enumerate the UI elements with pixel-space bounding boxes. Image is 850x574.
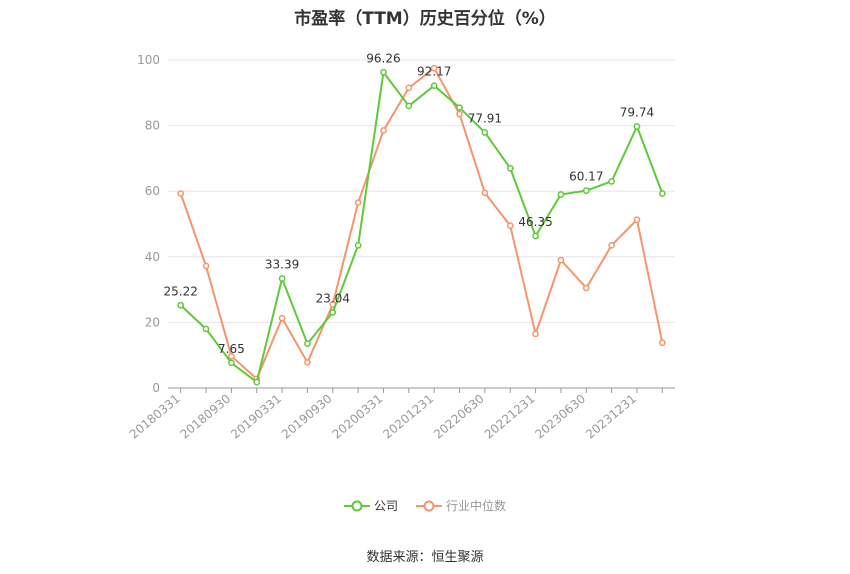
y-axis: 0 20 40 60 80 100	[137, 53, 160, 395]
x-tick-label: 20180930	[178, 392, 234, 442]
company-point	[481, 129, 489, 136]
industry-median-point	[481, 189, 489, 197]
data-label: 77.91	[468, 111, 502, 125]
industry-median-point	[278, 314, 286, 322]
data-label: 46.35	[518, 215, 552, 229]
x-tick-label: 20190331	[228, 392, 284, 442]
industry-median-point	[506, 222, 514, 229]
x-tick-label: 20200331	[330, 392, 386, 442]
company-point	[506, 164, 514, 172]
industry-median-point	[608, 241, 615, 249]
industry-median-point	[582, 284, 590, 292]
industry-median-point	[380, 127, 387, 134]
company-point	[380, 68, 387, 76]
company-line	[179, 71, 664, 384]
legend-line-marker-icon	[416, 500, 442, 511]
legend-item-industry-median[interactable]: 行业中位数	[416, 497, 506, 514]
industry-median-point	[633, 216, 641, 224]
company-point	[532, 232, 539, 240]
industry-median-point	[202, 262, 210, 270]
company-point	[456, 104, 463, 111]
company-point	[582, 187, 590, 194]
legend: 公司 行业中位数	[0, 497, 850, 514]
company-point	[329, 309, 337, 316]
series-layer	[177, 64, 666, 386]
company-point	[405, 102, 413, 110]
company-point	[430, 82, 438, 90]
company-point	[633, 123, 641, 130]
x-tick-label: 20221231	[482, 392, 538, 442]
industry-median-point	[405, 84, 413, 92]
company-point	[228, 359, 235, 367]
legend-item-company[interactable]: 公司	[343, 497, 398, 514]
x-tick-label: 20231231	[583, 392, 639, 442]
x-axis: 2018033120180930201903312019093020200331…	[127, 387, 675, 442]
industry-median-point	[430, 64, 438, 72]
x-tick-label: 20220630	[431, 392, 487, 442]
y-tick-label: 60	[145, 184, 160, 198]
industry-median-point	[557, 256, 565, 264]
legend-label-company: 公司	[373, 499, 398, 513]
data-label: 23.04	[316, 291, 350, 305]
data-label: 96.26	[366, 51, 400, 65]
data-label: 60.17	[569, 170, 603, 184]
legend-line-marker-icon	[343, 500, 370, 511]
x-tick-label: 20201231	[380, 392, 436, 442]
industry-median-point	[228, 352, 235, 360]
company-point	[253, 378, 261, 386]
data-label: 33.39	[265, 257, 299, 271]
y-tick-label: 20	[145, 315, 160, 329]
industry-median-point	[658, 339, 666, 347]
data-label: 92.17	[417, 65, 451, 79]
chart-title: 市盈率（TTM）历史百分位（%）	[294, 9, 556, 29]
industry-median-line	[179, 67, 664, 380]
y-tick-label: 80	[145, 119, 160, 133]
company-point	[354, 241, 362, 249]
industry-median-point	[532, 330, 539, 338]
company-point	[202, 325, 210, 333]
industry-median-point	[354, 199, 362, 207]
x-tick-label: 20190930	[279, 392, 335, 442]
data-source: 数据来源：恒生聚源	[366, 550, 484, 565]
industry-median-point	[177, 190, 185, 197]
company-point	[304, 340, 311, 348]
industry-median-point	[456, 110, 463, 118]
company-point	[608, 178, 615, 185]
gridlines	[168, 59, 675, 323]
company-point	[278, 275, 286, 282]
industry-median-point	[304, 359, 311, 366]
company-point	[557, 191, 565, 198]
line-chart: 0 20 40 60 80 100 201803312018093020190331201…	[127, 51, 675, 442]
y-tick-label: 100	[137, 53, 160, 67]
data-label: 79.74	[620, 105, 654, 119]
data-label: 25.22	[163, 284, 197, 298]
data-labels: 25.22 7.65 33.39 23.04 96.26 92.17 77.91 46.35 6…	[163, 51, 654, 356]
x-tick-label: 20180331	[127, 392, 183, 442]
x-tick-label: 20230630	[532, 392, 588, 442]
y-tick-label: 40	[145, 250, 160, 264]
data-label: 7.65	[218, 342, 245, 356]
company-point	[177, 301, 185, 309]
legend-label-industry-median: 行业中位数	[446, 499, 507, 513]
y-tick-label: 0	[152, 381, 160, 395]
company-point	[658, 190, 666, 197]
